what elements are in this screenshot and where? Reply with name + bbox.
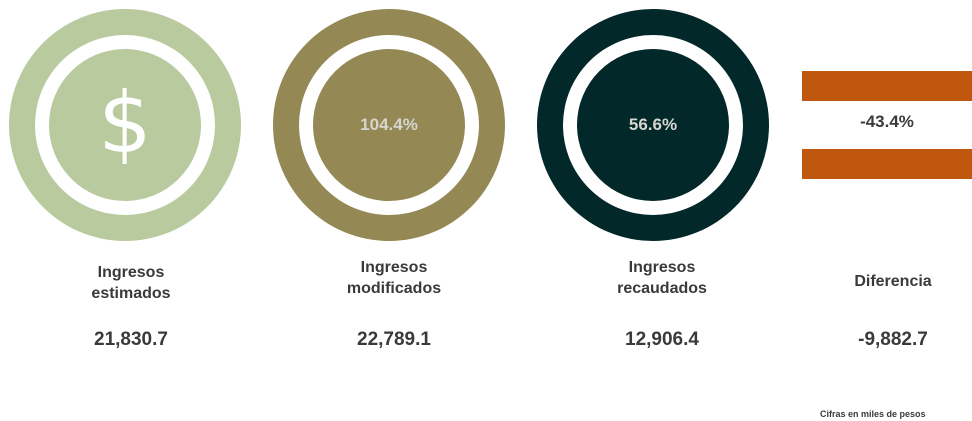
modificados-ring: 104.4% <box>273 9 505 241</box>
modificados-percent: 104.4% <box>360 115 418 134</box>
recaudados-value: 12,906.4 <box>625 329 699 350</box>
modificados-value: 22,789.1 <box>357 329 431 350</box>
diferencia-percent: -43.4% <box>860 112 914 131</box>
recaudados-label: Ingresos recaudados <box>617 259 707 297</box>
estimados-value: 21,830.7 <box>94 329 168 350</box>
diferencia-label: Diferencia <box>854 273 932 290</box>
dollar-icon: $ <box>98 74 152 172</box>
diferencia-bar-bottom <box>802 149 972 179</box>
recaudados-core: 56.6% <box>577 49 729 201</box>
estimados-label: Ingresos estimados <box>91 264 171 302</box>
footnote: Cifras en miles de pesos <box>820 409 926 419</box>
modificados-core: 104.4% <box>313 49 465 201</box>
estimados-ring: $ <box>9 9 241 241</box>
modificados-label: Ingresos modificados <box>346 259 442 297</box>
diferencia-value: -9,882.7 <box>858 329 928 350</box>
recaudados-ring: 56.6% <box>537 9 769 241</box>
diferencia-bar-top <box>802 71 972 101</box>
recaudados-percent: 56.6% <box>628 115 678 134</box>
estimados-core: $ <box>49 49 201 201</box>
